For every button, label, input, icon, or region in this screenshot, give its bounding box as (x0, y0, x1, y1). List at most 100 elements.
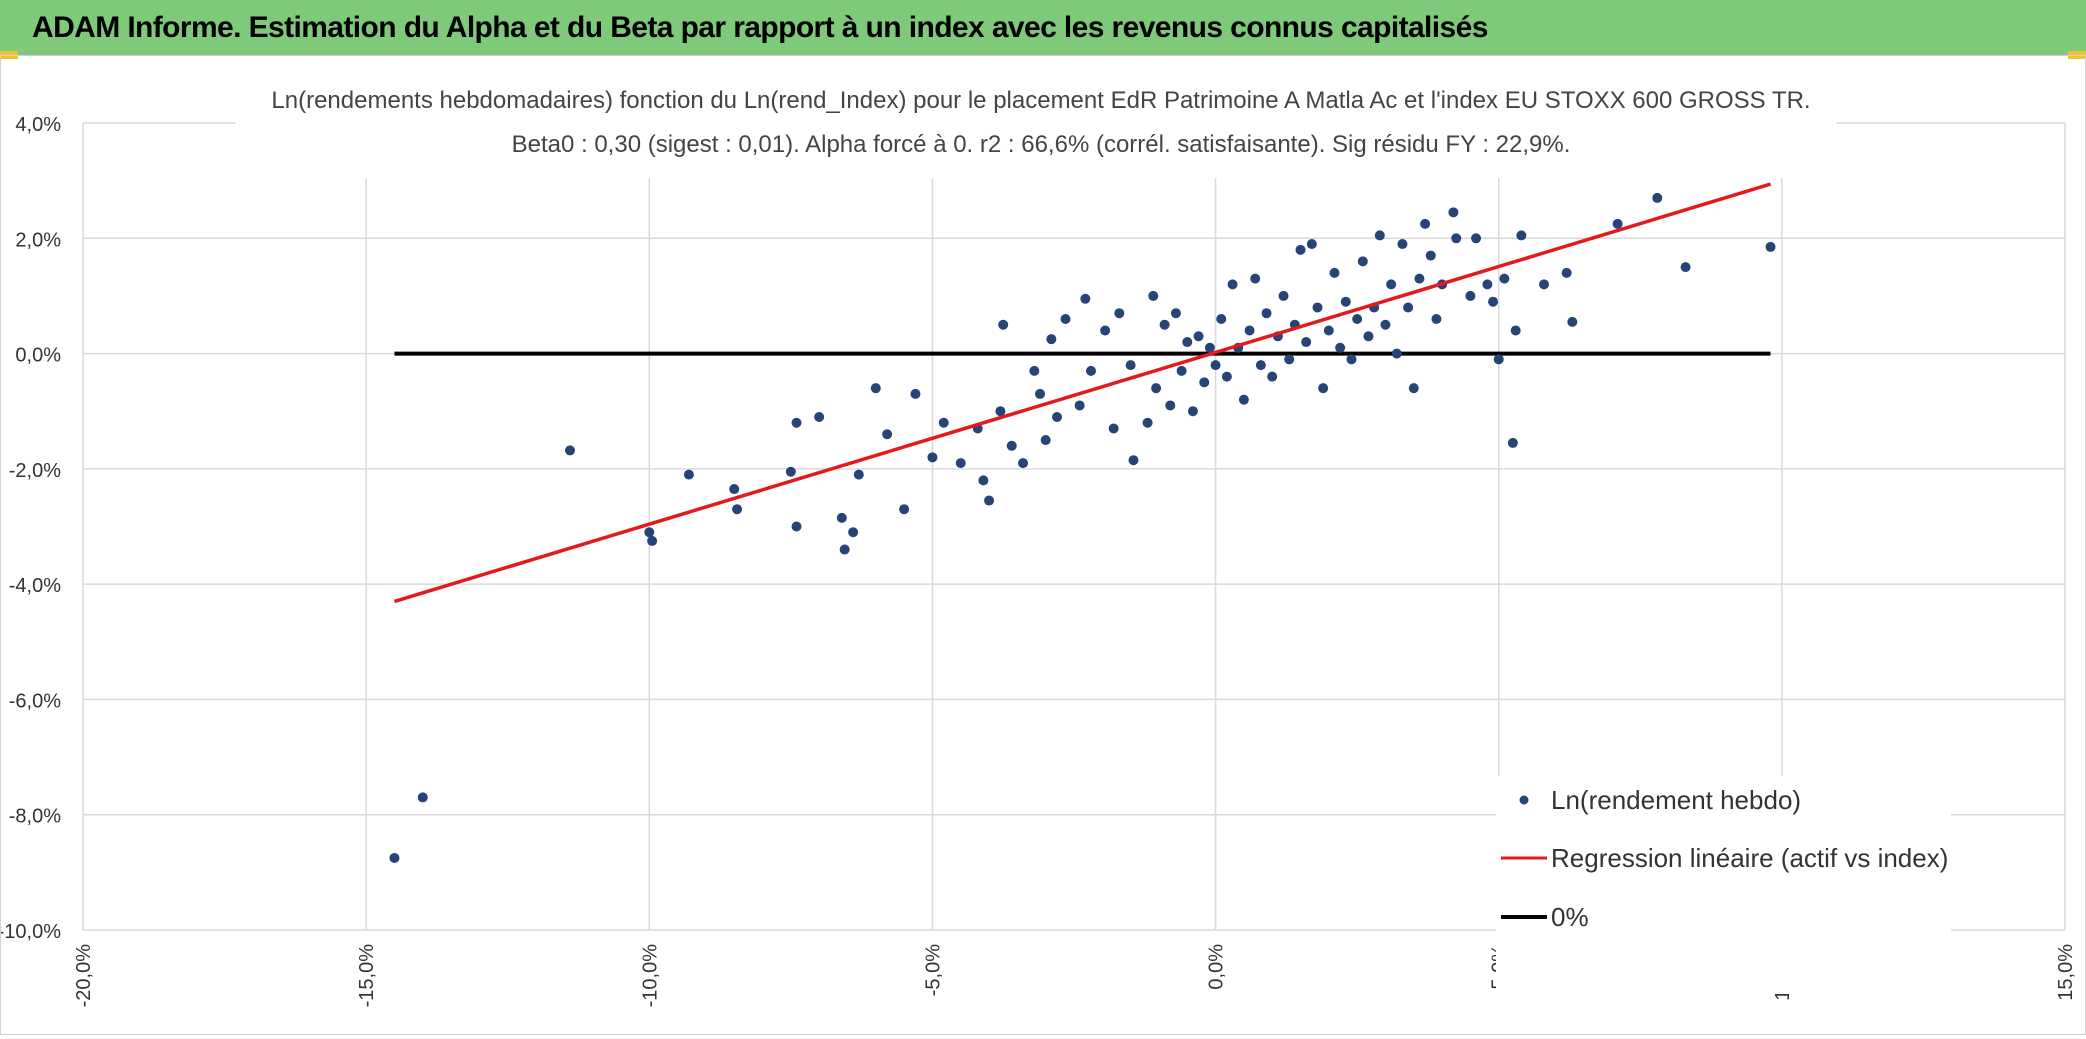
chart-title: Ln(rendements hebdomadaires) fonction du… (271, 87, 1810, 114)
scatter-point (882, 429, 893, 440)
scatter-point (1151, 383, 1162, 394)
scatter-point (1040, 435, 1051, 446)
x-tick-label: 15,0% (2055, 944, 2077, 1001)
x-tick-label: 0,0% (1206, 944, 1228, 990)
scatter-point (1340, 296, 1351, 307)
scatter-point (1227, 279, 1238, 290)
scatter-point (1448, 207, 1459, 218)
legend-background (1496, 776, 1951, 994)
scatter-point (1323, 325, 1334, 336)
scatter-point (1471, 233, 1482, 244)
scatter-point (1006, 440, 1017, 451)
scatter-point (1352, 313, 1363, 324)
scatter-point (1318, 383, 1329, 394)
scatter-point (1507, 437, 1518, 448)
scatter-point (1244, 325, 1255, 336)
regression-line (393, 182, 1772, 604)
legend: Ln(rendement hebdo) Regression linéaire … (1496, 776, 1951, 994)
scatter-point (1516, 230, 1527, 241)
scatter-point (791, 521, 802, 532)
x-tick-label: -5,0% (922, 944, 944, 996)
y-tick-label: 2,0% (15, 229, 61, 251)
title-background (236, 86, 1836, 178)
scatter-point (1148, 290, 1159, 301)
scatter-point (814, 411, 825, 422)
scatter-point (910, 388, 921, 399)
scatter-point (1765, 241, 1776, 252)
scatter-point (1216, 313, 1227, 324)
scatter-point (1414, 273, 1425, 284)
scatter-point (1052, 411, 1063, 422)
y-tick-label: 4,0% (15, 114, 61, 136)
scatter-point (1074, 400, 1085, 411)
scatter-point (647, 535, 658, 546)
scatter-point (1425, 250, 1436, 261)
scatter-point (1301, 337, 1312, 348)
legend-label-zero: 0% (1551, 902, 1589, 932)
chart-area: 4,0% 2,0% 0,0% -2,0% -4,0% -6,0% -8,0% -10,0% -2… (0, 55, 2086, 1035)
scatter-point (729, 484, 740, 495)
series (389, 182, 1776, 863)
scatter-point (1029, 365, 1040, 376)
scatter-point (836, 512, 847, 523)
scatter-point (899, 504, 910, 515)
scatter-point (848, 527, 859, 538)
scatter-point (1493, 354, 1504, 365)
scatter-point (1312, 302, 1323, 313)
scatter-point (1420, 218, 1431, 229)
scatter-point (1210, 360, 1221, 371)
y-tick-label: -4,0% (9, 575, 61, 597)
scatter-point (1046, 334, 1057, 345)
scatter-point (1187, 406, 1198, 417)
scatter-point (839, 544, 850, 555)
scatter-point (389, 852, 400, 863)
scatter-point (1204, 342, 1215, 353)
scatter-point (1018, 458, 1029, 469)
scatter-point (1295, 244, 1306, 255)
scatter-point (1408, 383, 1419, 394)
scatter-point (1335, 342, 1346, 353)
scatter-point (995, 406, 1006, 417)
scatter-point (927, 452, 938, 463)
scatter-point (1100, 325, 1111, 336)
scatter-point (1363, 331, 1374, 342)
scatter-point (1482, 279, 1493, 290)
scatter-point (1499, 273, 1510, 284)
scatter-point (1221, 371, 1232, 382)
scatter-point (978, 475, 989, 486)
report-header: ADAM Informe. Estimation du Alpha et du … (0, 0, 2086, 55)
scatter-point (938, 417, 949, 428)
scatter-point (1142, 417, 1153, 428)
scatter-point (1397, 239, 1408, 250)
scatter-point (1165, 400, 1176, 411)
legend-marker-scatter (1519, 795, 1529, 805)
scatter-point (1306, 239, 1317, 250)
scatter-point (1159, 319, 1170, 330)
x-tick-label: -10,0% (639, 944, 661, 1008)
scatter-point (1391, 348, 1402, 359)
scatter-point (1284, 354, 1295, 365)
scatter-point (1539, 279, 1550, 290)
scatter-point (1199, 377, 1210, 388)
scatter-point (1451, 233, 1462, 244)
grid (82, 122, 2066, 931)
chart-subtitle: Beta0 : 0,30 (sigest : 0,01). Alpha forc… (512, 131, 1571, 158)
legend-label-scatter: Ln(rendement hebdo) (1551, 785, 1801, 815)
scatter-point (644, 527, 655, 538)
scatter-point (785, 466, 796, 477)
scatter-point (1561, 267, 1572, 278)
scatter-point (870, 383, 881, 394)
scatter-point (1510, 325, 1521, 336)
scatter-point (683, 469, 694, 480)
y-tick-label: -2,0% (9, 460, 61, 482)
scatter-point (1108, 423, 1119, 434)
scatter-point (1238, 394, 1249, 405)
scatter-point (1357, 256, 1368, 267)
y-tick-label: 0,0% (15, 345, 61, 367)
scatter-point (1170, 308, 1181, 319)
scatter-point (1329, 267, 1340, 278)
y-tick-label: -10,0% (1, 921, 61, 943)
scatter-point (998, 319, 1009, 330)
scatter-point (565, 445, 576, 456)
scatter-point (1612, 218, 1623, 229)
